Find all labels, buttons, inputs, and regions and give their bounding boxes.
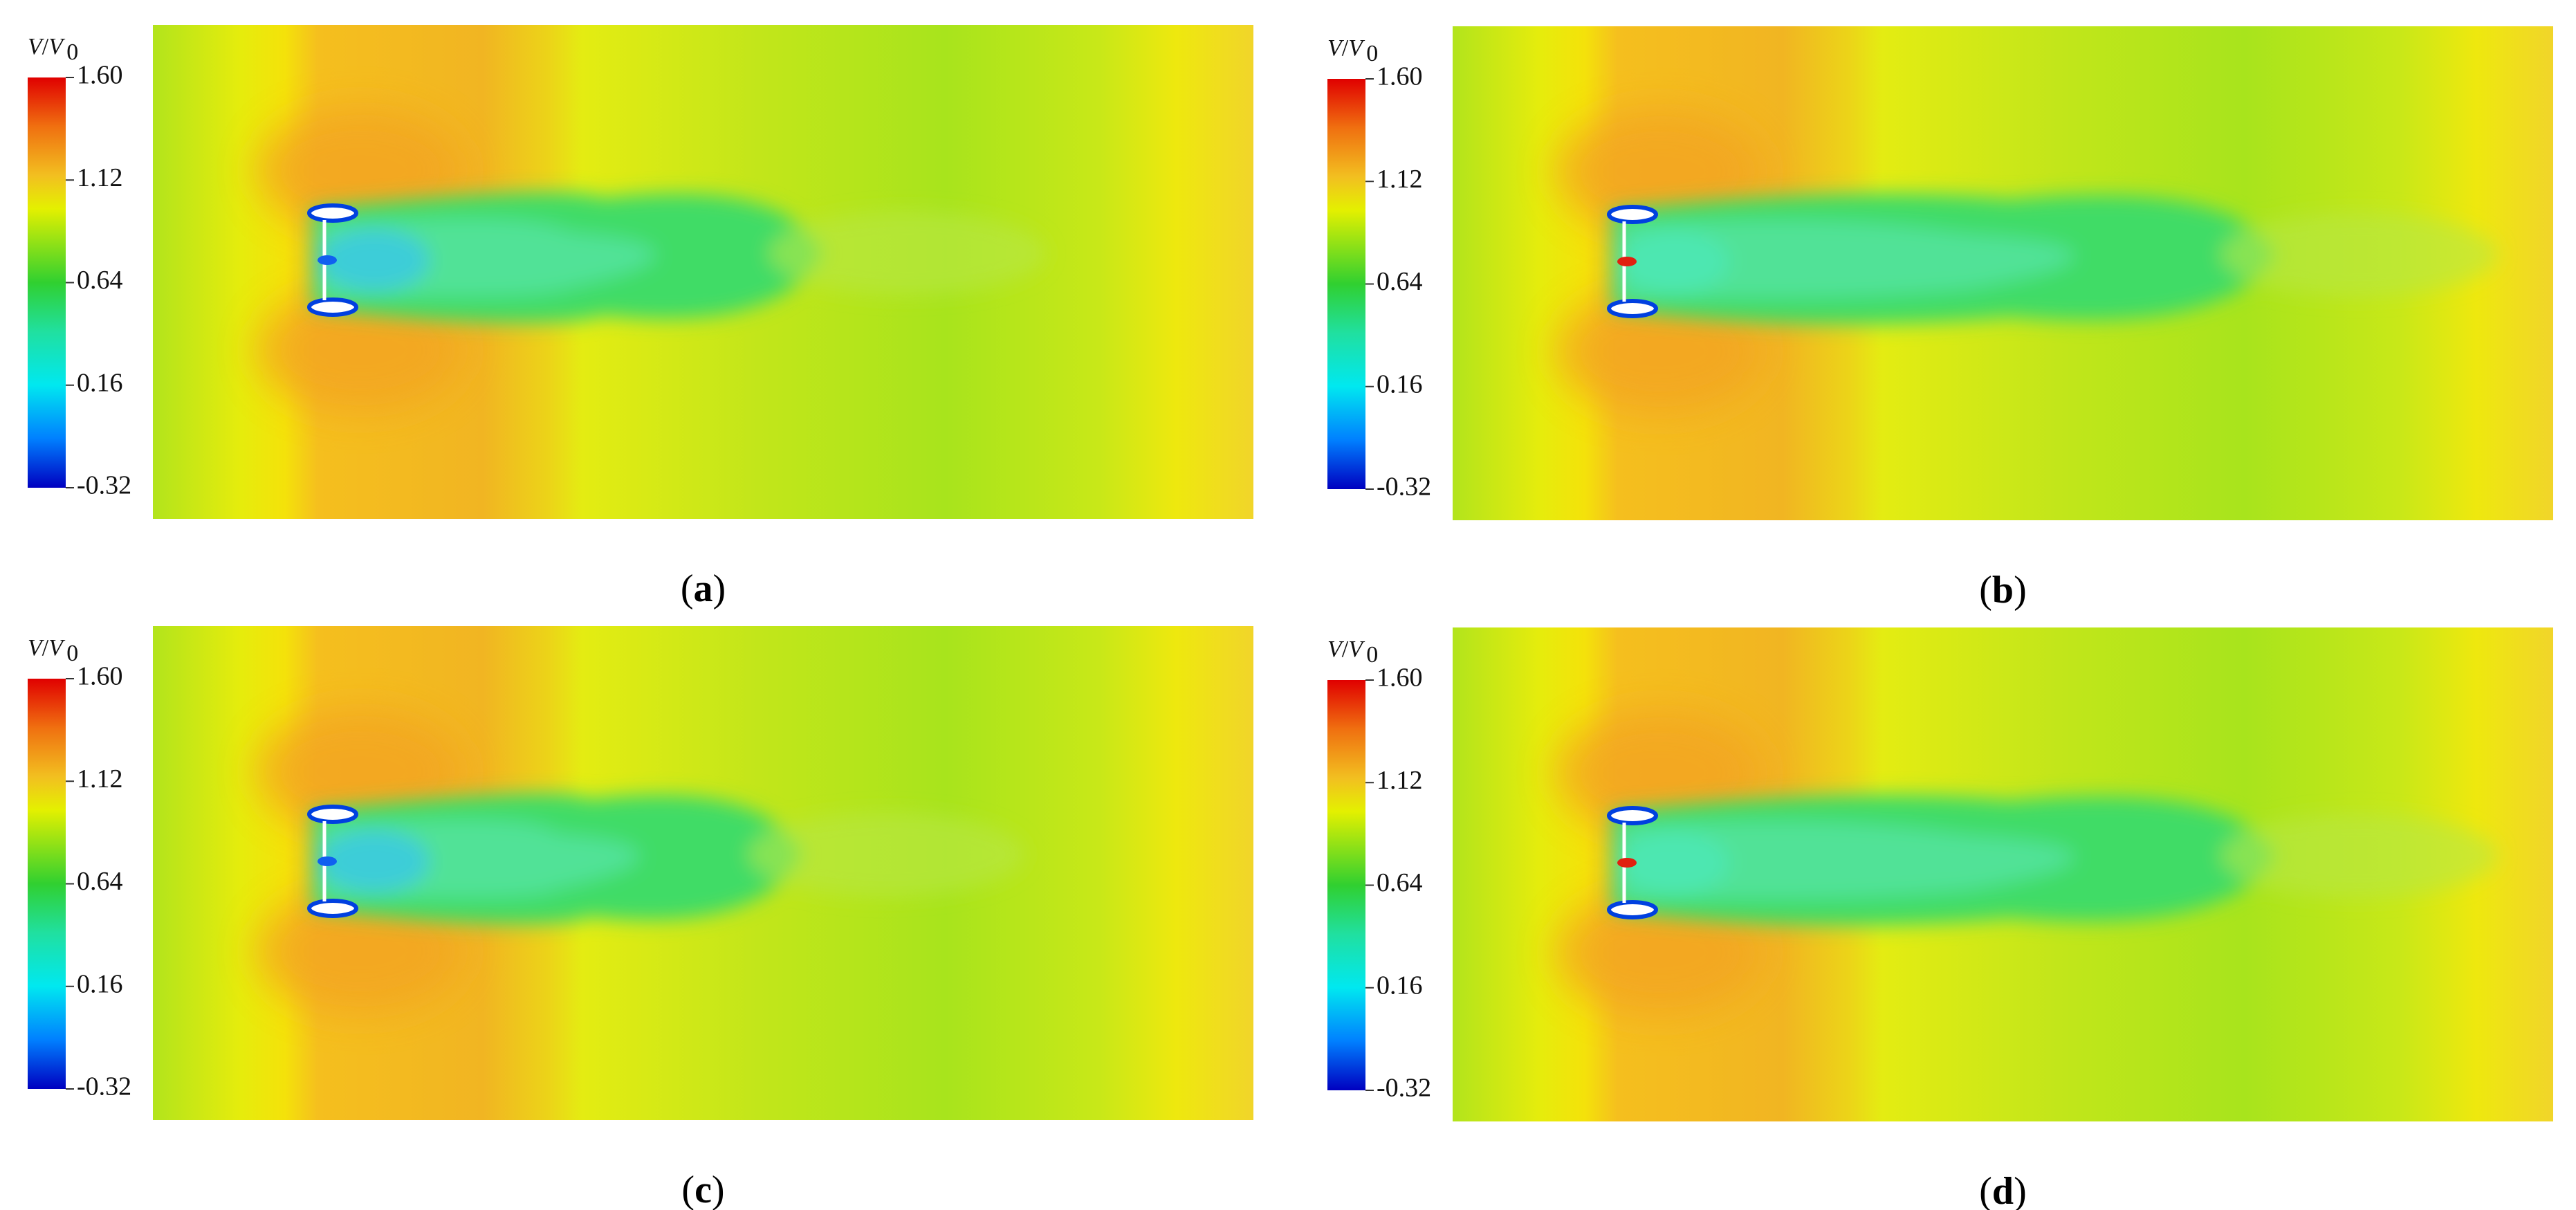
colorbar-tick-label: 1.12 bbox=[1377, 165, 1423, 194]
contour-plot bbox=[153, 626, 1253, 1120]
panel: V/V 01.60 1.12 0.64 0.16 -0.32 (b) bbox=[1327, 26, 2553, 612]
wake bbox=[1612, 193, 2497, 324]
colorbar-tick-label: 0.16 bbox=[1377, 971, 1423, 1000]
caption-part: ( bbox=[681, 1168, 694, 1210]
caption-part: ) bbox=[2014, 1170, 2027, 1210]
colorbar-tick-label: 1.12 bbox=[77, 163, 123, 192]
colorbar bbox=[28, 679, 66, 1089]
colorbar bbox=[1327, 79, 1365, 489]
colorbar-label-subscript: 0 bbox=[66, 641, 78, 666]
caption-part: ( bbox=[1979, 569, 1992, 612]
contour-plot bbox=[153, 25, 1253, 519]
panel: V/V 01.60 1.12 0.64 0.16 -0.32 (d) bbox=[1327, 627, 2553, 1210]
turbine bbox=[1607, 205, 1658, 318]
colorbar-label-subscript: 0 bbox=[1366, 41, 1378, 66]
caption-part: b bbox=[1992, 569, 2014, 612]
colorbar-tick-label: -0.32 bbox=[1377, 473, 1431, 502]
colorbar-tick-label: 1.12 bbox=[77, 764, 123, 794]
panel-caption: (c) bbox=[681, 1168, 724, 1210]
colorbar-label: V/V bbox=[28, 635, 66, 661]
turbine bbox=[1607, 806, 1658, 919]
contour-plot bbox=[1453, 26, 2553, 520]
panel-caption: (d) bbox=[1979, 1170, 2026, 1210]
turbine bbox=[307, 203, 358, 317]
colorbar-tick-label: 1.60 bbox=[1377, 663, 1423, 693]
panel: V/V 01.60 1.12 0.64 0.16 -0.32 (c) bbox=[28, 626, 1253, 1210]
colorbar-tick-label: 1.60 bbox=[1377, 62, 1423, 91]
contour-plot bbox=[1453, 627, 2553, 1121]
colorbar-tick-label: 0.64 bbox=[77, 266, 123, 295]
wake bbox=[1612, 794, 2497, 926]
colorbar-tick-label: -0.32 bbox=[1377, 1074, 1431, 1103]
wake bbox=[312, 793, 1024, 924]
acceleration-zone bbox=[1556, 289, 1764, 414]
caption-part: a bbox=[694, 567, 713, 610]
colorbar-tick-label: -0.32 bbox=[77, 1072, 131, 1101]
colorbar-tick-label: 0.64 bbox=[1377, 267, 1423, 296]
colorbar-label: V/V bbox=[28, 34, 66, 59]
colorbar-label: V/V bbox=[1327, 636, 1365, 662]
colorbar-tick-label: 1.60 bbox=[77, 662, 123, 691]
caption-part: ) bbox=[713, 567, 726, 610]
colorbar-tick-label: -0.32 bbox=[77, 471, 131, 500]
caption-part: ) bbox=[712, 1168, 725, 1210]
colorbar-label-subscript: 0 bbox=[1366, 642, 1378, 668]
panel: V/V 01.60 1.12 0.64 0.16 -0.32 (a) bbox=[28, 25, 1253, 610]
colorbar-tick-label: 1.12 bbox=[1377, 766, 1423, 795]
colorbar bbox=[1327, 680, 1365, 1090]
acceleration-zone bbox=[257, 889, 464, 1014]
colorbar-label-subscript: 0 bbox=[66, 39, 78, 65]
acceleration-zone bbox=[257, 288, 464, 412]
colorbar-tick-label: 1.60 bbox=[77, 61, 123, 90]
turbine bbox=[307, 805, 358, 918]
acceleration-zone bbox=[1556, 890, 1764, 1015]
colorbar-tick-label: 0.16 bbox=[77, 368, 123, 397]
colorbar-tick-label: 0.16 bbox=[1377, 369, 1423, 398]
caption-part: ( bbox=[681, 567, 694, 610]
colorbar-tick-label: 0.16 bbox=[77, 969, 123, 998]
colorbar bbox=[28, 77, 66, 488]
colorbar-tick-label: 0.64 bbox=[77, 867, 123, 896]
caption-part: ( bbox=[1979, 1170, 1992, 1210]
panel-caption: (b) bbox=[1979, 569, 2026, 612]
colorbar-label: V/V bbox=[1327, 35, 1365, 61]
panel-caption: (a) bbox=[681, 567, 726, 610]
caption-part: d bbox=[1992, 1170, 2014, 1210]
colorbar-tick-label: 0.64 bbox=[1377, 868, 1423, 897]
caption-part: ) bbox=[2014, 569, 2027, 612]
caption-part: c bbox=[694, 1168, 712, 1210]
wake bbox=[312, 192, 1045, 323]
